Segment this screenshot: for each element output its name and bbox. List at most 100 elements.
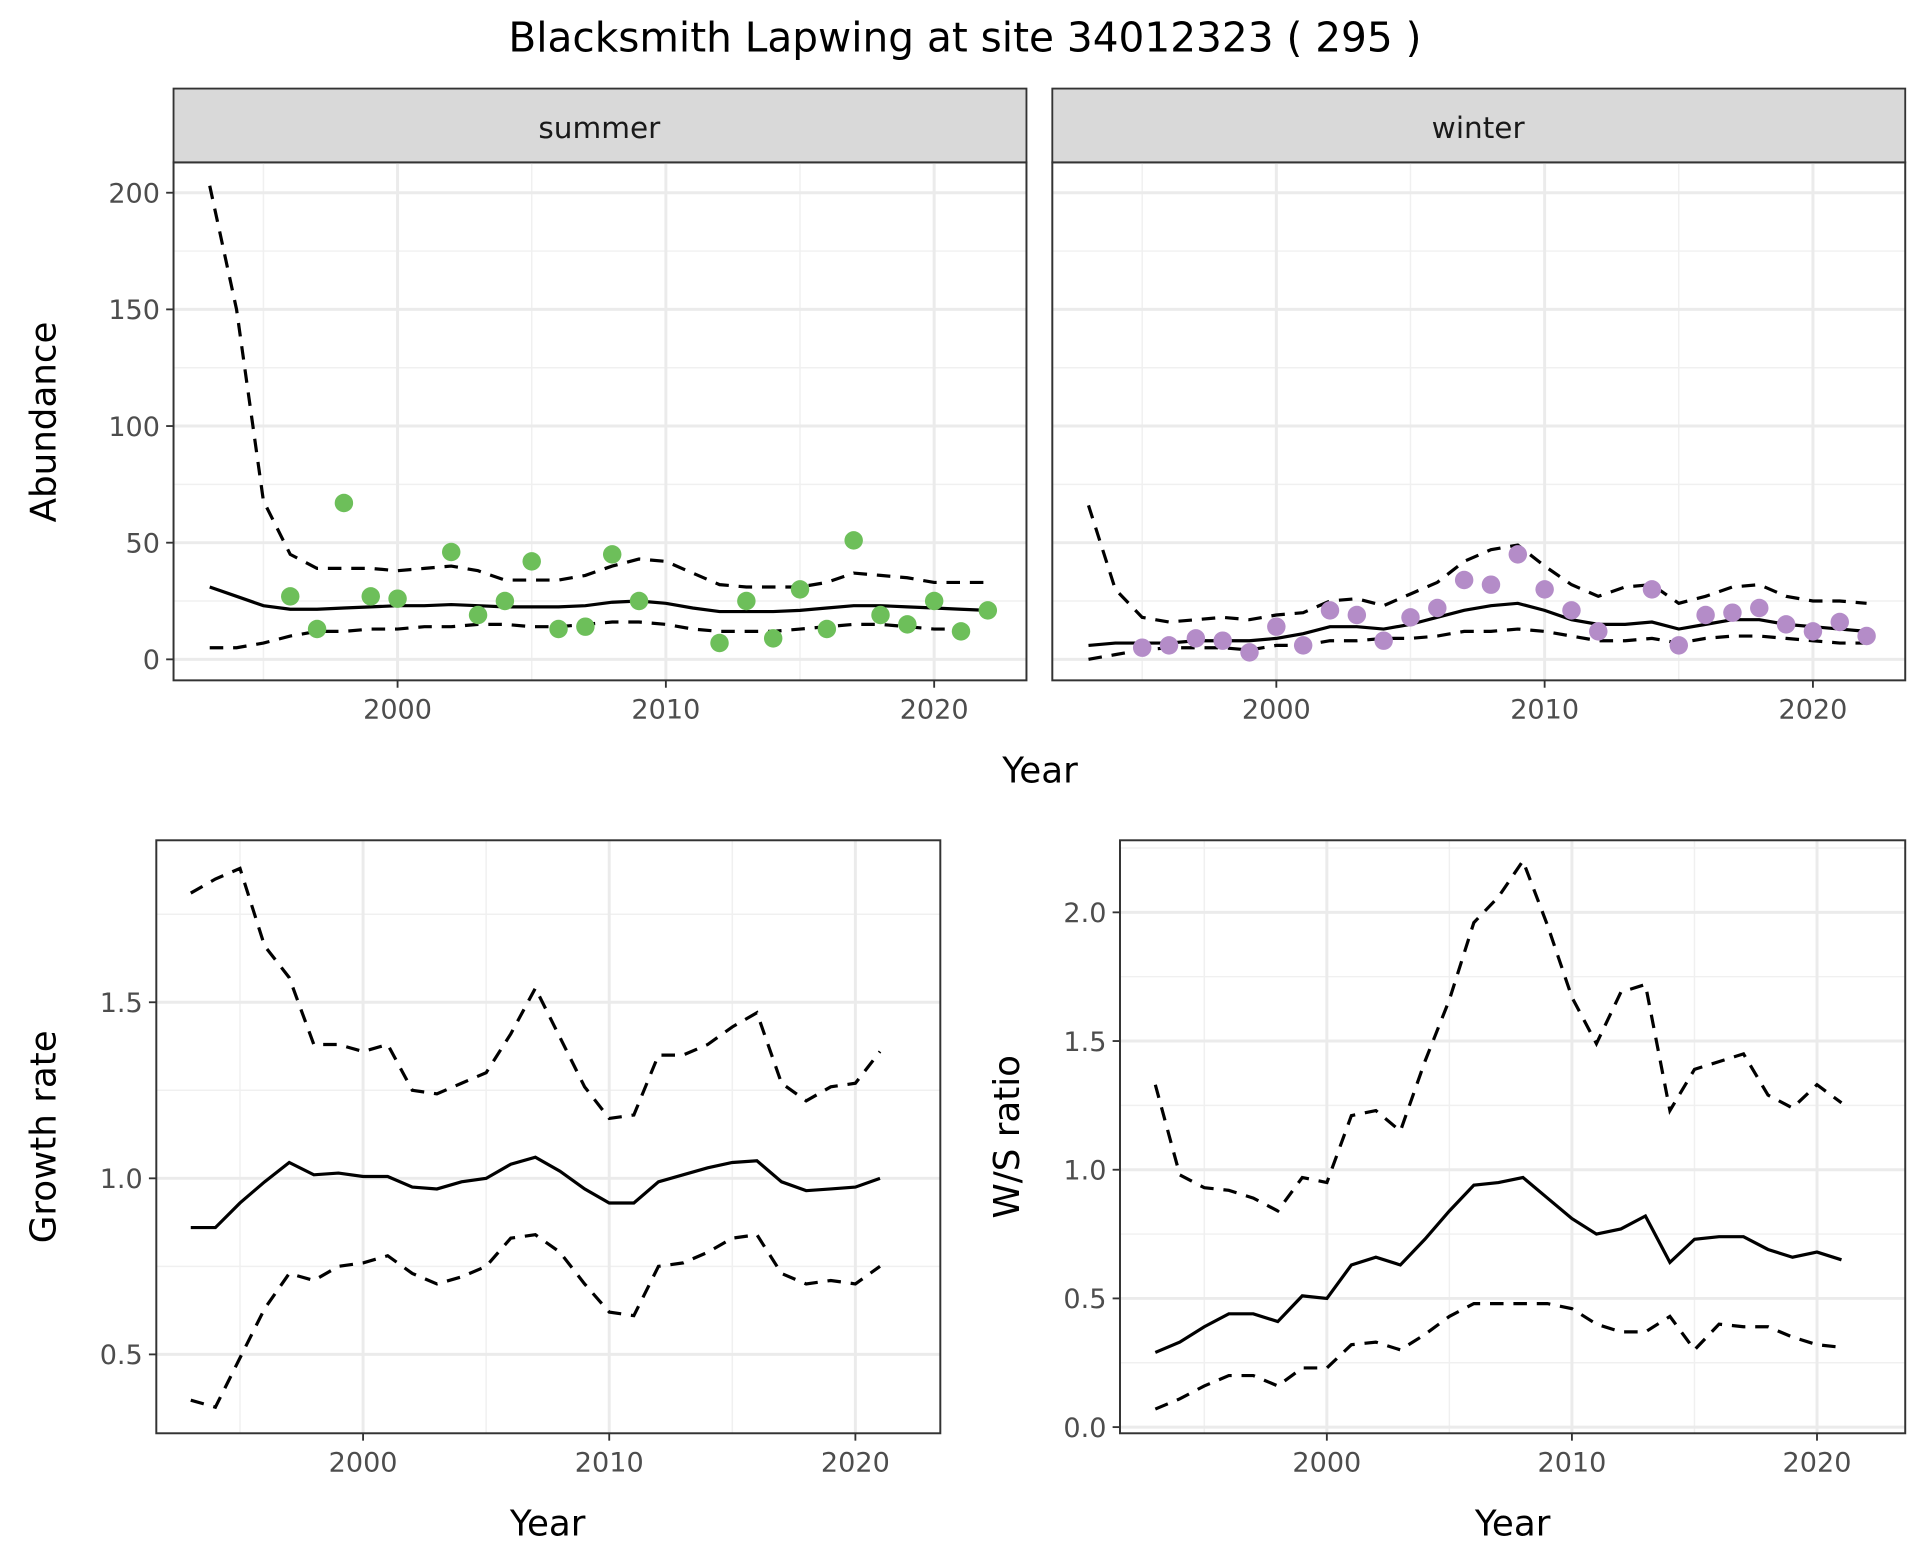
data-point <box>737 591 756 611</box>
x-tick-label: 2020 <box>821 1447 890 1478</box>
x-tick-label: 2010 <box>1537 1447 1606 1478</box>
data-point <box>817 619 837 639</box>
panel-border <box>155 839 942 1435</box>
data-point <box>1803 622 1823 641</box>
data-point <box>1669 636 1689 655</box>
data-point <box>334 493 354 513</box>
mean-line <box>190 1155 881 1230</box>
data-point <box>1696 605 1715 625</box>
ws-y-axis-title: W/S ratio <box>987 1055 1028 1218</box>
data-point <box>1186 629 1206 648</box>
data-point <box>898 615 917 634</box>
x-tick-label: 2000 <box>363 694 432 725</box>
data-point <box>844 531 863 550</box>
y-tick-label: 0.0 <box>1063 1413 1106 1444</box>
x-tick-label: 2020 <box>900 694 969 725</box>
data-point <box>1535 580 1554 599</box>
data-point <box>871 605 890 625</box>
data-point <box>1320 601 1340 620</box>
top-x-axis-title: Year <box>1001 750 1078 791</box>
panel-growth: 2000 2010 2020 0.5 1.0 1.5 <box>100 839 942 1478</box>
data-point <box>1642 580 1662 599</box>
growth-x-axis-title: Year <box>509 1503 586 1544</box>
mean-line <box>1154 1175 1842 1354</box>
y-tick-label: 100 <box>108 412 160 443</box>
data-point <box>1723 603 1742 622</box>
panel-summer: 2000 2010 2020 0 50 100 150 200 <box>108 161 1028 725</box>
x-tick-label: 2010 <box>631 694 700 725</box>
data-point <box>1562 601 1581 620</box>
data-point <box>1267 617 1286 636</box>
data-point <box>522 552 541 571</box>
data-point <box>1508 545 1528 564</box>
strip-label-summer: summer <box>538 111 661 145</box>
panel-border <box>1119 839 1907 1435</box>
data-point <box>1428 598 1447 618</box>
data-point <box>468 605 488 625</box>
data-point <box>1213 631 1232 650</box>
data-point <box>1401 608 1420 627</box>
panel-border <box>1051 161 1907 682</box>
mean-line <box>1088 601 1867 648</box>
data-point <box>441 542 461 562</box>
x-tick-label: 2010 <box>575 1447 644 1478</box>
y-tick-label: 1.0 <box>1063 1156 1106 1187</box>
strip-label-winter: winter <box>1432 111 1526 145</box>
x-tick-label: 2020 <box>1778 694 1847 725</box>
y-tick-label: 150 <box>108 295 160 326</box>
data-point <box>951 622 971 641</box>
lower-bound-line <box>1088 627 1867 661</box>
ws-x-axis-title: Year <box>1474 1503 1551 1544</box>
data-point <box>1454 570 1474 590</box>
y-tick-label: 1.5 <box>1063 1027 1106 1058</box>
upper-bound-line <box>1086 504 1867 624</box>
growth-y-axis-title: Growth rate <box>23 1030 64 1243</box>
y-tick-label: 200 <box>108 179 160 210</box>
y-tick-label: 50 <box>126 529 160 560</box>
y-tick-label: 1.5 <box>100 988 143 1019</box>
panel-winter: 2000 2010 2020 <box>1051 161 1907 725</box>
data-point <box>1481 575 1501 594</box>
data-point <box>576 617 595 636</box>
data-point <box>1750 598 1769 618</box>
x-tick-label: 2010 <box>1510 694 1579 725</box>
y-tick-label: 1.0 <box>100 1164 143 1195</box>
y-tick-label: 2.0 <box>1063 898 1106 929</box>
x-tick-label: 2020 <box>1783 1447 1852 1478</box>
lower-bound-line <box>190 1232 881 1410</box>
data-point <box>790 580 810 599</box>
panel-ws: 2000 2010 2020 0.0 0.5 1.0 1.5 2.0 <box>1063 839 1907 1478</box>
strip-summer <box>172 87 1028 164</box>
top-y-axis-title: Abundance <box>23 322 64 523</box>
x-tick-label: 2000 <box>1292 1447 1361 1478</box>
data-point <box>361 587 380 606</box>
lower-bound-line <box>1154 1302 1842 1411</box>
data-point <box>1776 615 1796 634</box>
data-point <box>1132 638 1152 657</box>
data-point <box>763 629 783 648</box>
data-point <box>281 587 300 606</box>
figure-title: Blacksmith Lapwing at site 34012323 ( 29… <box>508 14 1421 62</box>
data-point <box>1589 622 1608 641</box>
data-point <box>1374 631 1393 650</box>
data-point <box>1240 643 1259 662</box>
y-tick-label: 0.5 <box>1063 1284 1106 1315</box>
upper-bound-line <box>189 866 882 1121</box>
panel-border <box>172 161 1028 682</box>
data-point <box>629 591 649 611</box>
y-tick-label: 0.5 <box>100 1340 143 1371</box>
data-point <box>495 591 515 611</box>
y-tick-label: 0 <box>143 645 160 676</box>
x-tick-label: 2000 <box>1242 694 1311 725</box>
data-point <box>1347 605 1367 625</box>
upper-bound-line <box>1153 857 1843 1214</box>
strip-winter <box>1051 87 1907 164</box>
data-point <box>1857 626 1876 646</box>
data-point <box>602 545 622 564</box>
data-point <box>1293 636 1313 655</box>
mean-line <box>209 585 988 614</box>
data-point <box>1830 612 1849 632</box>
data-point <box>710 633 729 653</box>
x-tick-label: 2000 <box>329 1447 398 1478</box>
